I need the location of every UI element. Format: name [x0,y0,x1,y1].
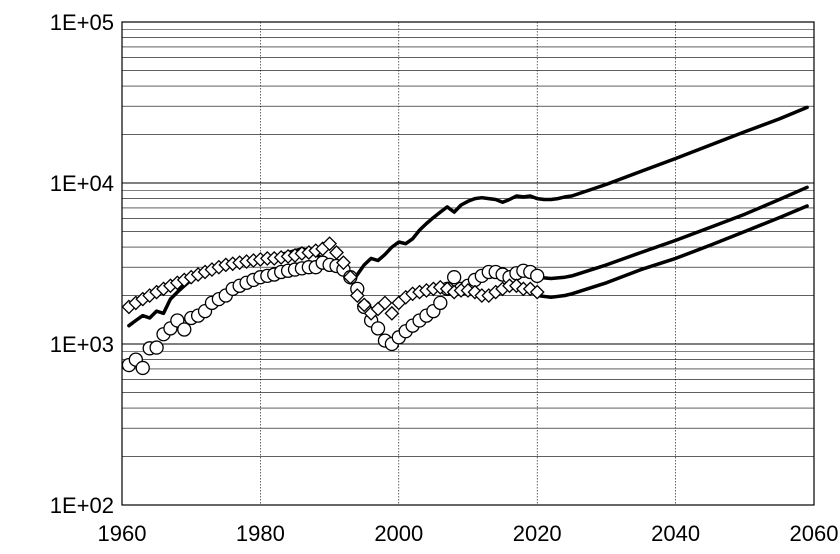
circle-marker [370,321,386,336]
circle-marker [530,268,545,284]
x-tick-labels: 1960 1980 2000 2020 2040 2060 [98,521,839,546]
circle-marker [177,322,192,337]
y-tick-labels: 1E+02 1E+03 1E+04 1E+05 [50,10,114,518]
x-tick-label: 2020 [513,521,562,546]
circle-marker-series [121,255,545,376]
y-tick-label: 1E+05 [50,10,114,35]
diamond-marker [349,288,365,303]
diamond-marker [384,305,400,321]
y-tick-label: 1E+04 [50,171,114,196]
diamond-marker [329,245,344,260]
circle-marker [447,270,462,285]
x-tick-label: 2000 [374,521,423,546]
series-layer [121,105,809,376]
diamond-marker [336,255,351,271]
diamond-marker [377,295,393,311]
y-tick-label: 1E+03 [50,332,114,357]
diamond-marker [529,284,545,300]
series-line [535,204,809,300]
diamond-marker [322,236,338,252]
circle-marker [149,340,164,355]
diamond-marker [342,269,358,285]
plot-frame [121,21,815,506]
x-tick-label: 2040 [651,521,700,546]
circle-marker [135,360,150,376]
y-tick-label: 1E+02 [50,493,114,518]
diamond-marker-series [121,236,545,321]
series-line [535,185,809,281]
x-tick-label: 1960 [98,521,147,546]
x-tick-label: 2060 [790,521,839,546]
circle-marker [433,295,448,311]
x-tick-label: 1980 [236,521,285,546]
diamond-marker [356,297,372,313]
